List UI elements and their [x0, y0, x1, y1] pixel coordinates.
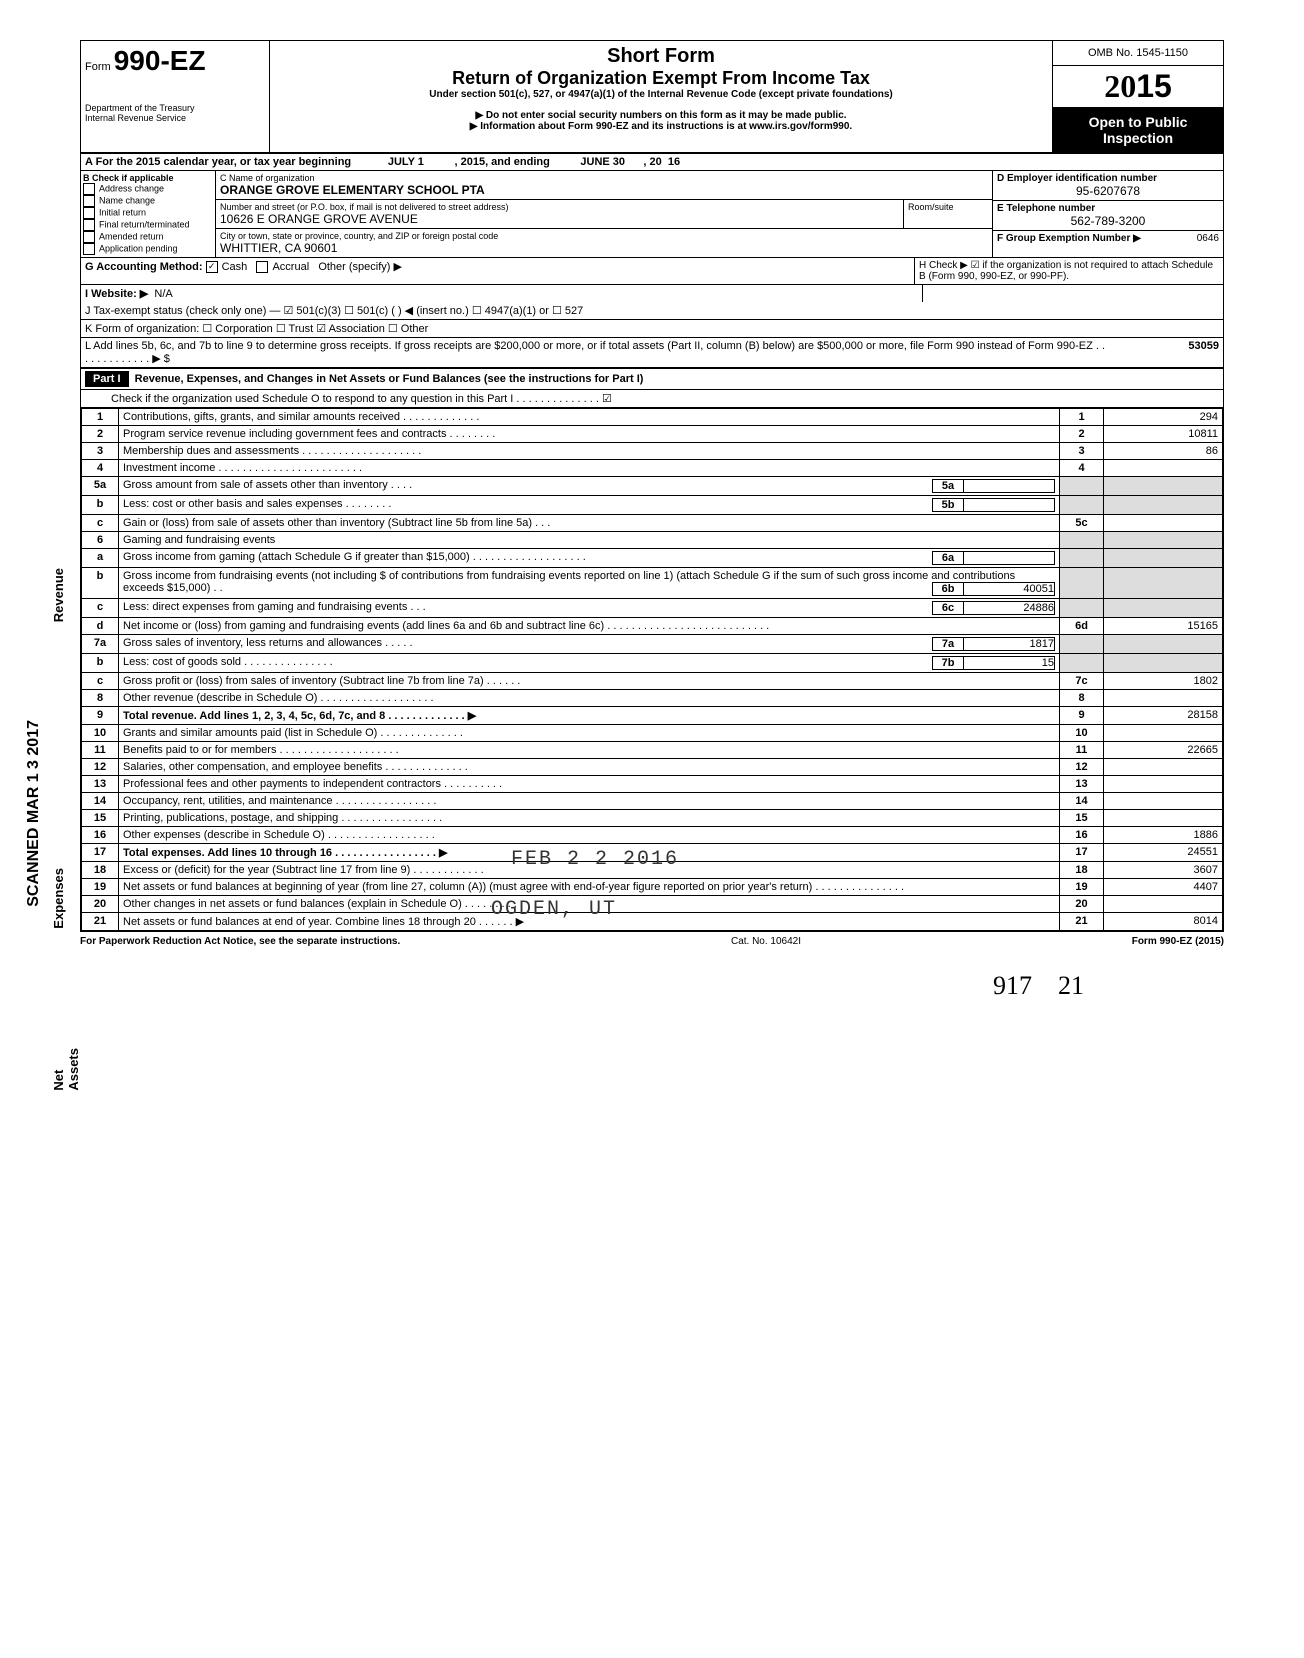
- dept-label: Department of the Treasury Internal Reve…: [85, 103, 265, 123]
- part1-check: Check if the organization used Schedule …: [81, 390, 1223, 408]
- footer: For Paperwork Reduction Act Notice, see …: [80, 932, 1224, 951]
- section-c: C Name of organization ORANGE GROVE ELEM…: [216, 171, 992, 257]
- scanned-stamp: SCANNED MAR 1 3 2017: [25, 720, 43, 907]
- org-name: ORANGE GROVE ELEMENTARY SCHOOL PTA: [220, 183, 988, 197]
- line-h: H Check ▶ ☑ if the organization is not r…: [914, 258, 1223, 284]
- stamp-place: OGDEN, UT: [491, 898, 617, 921]
- stamp-date: FEB 2 2 2016: [511, 848, 679, 871]
- form-subtitle: Under section 501(c), 527, or 4947(a)(1)…: [278, 89, 1044, 100]
- form-990ez: Form 990-EZ Department of the Treasury I…: [80, 40, 1224, 932]
- open-to-public: Open to Public Inspection: [1053, 108, 1223, 152]
- label-expenses: Expenses: [51, 868, 66, 929]
- line-g: G Accounting Method: ✓Cash Accrual Other…: [81, 258, 914, 284]
- label-netassets: Net Assets: [51, 1048, 81, 1091]
- form-title-short: Short Form: [278, 45, 1044, 68]
- handwriting: 917 21: [993, 971, 1084, 1001]
- part1-header: Part I Revenue, Expenses, and Changes in…: [81, 369, 1223, 390]
- room-suite: Room/suite: [903, 200, 992, 228]
- label-revenue: Revenue: [51, 568, 66, 622]
- tax-year: 2015: [1053, 66, 1223, 108]
- section-a-tax-year: A For the 2015 calendar year, or tax yea…: [81, 154, 1223, 171]
- ein: 95-6207678: [997, 184, 1219, 198]
- line-j: J Tax-exempt status (check only one) — ☑…: [81, 302, 1223, 320]
- note-ssn: ▶ Do not enter social security numbers o…: [278, 110, 1044, 121]
- phone: 562-789-3200: [997, 214, 1219, 228]
- section-d-e-f: D Employer identification number 95-6207…: [992, 171, 1223, 257]
- line-k: K Form of organization: ☐ Corporation ☐ …: [81, 320, 1223, 338]
- note-info: ▶ Information about Form 990-EZ and its …: [278, 121, 1044, 132]
- org-city: WHITTIER, CA 90601: [220, 241, 988, 255]
- omb-number: OMB No. 1545-1150: [1053, 41, 1223, 66]
- line-i: I Website: ▶ N/A: [81, 285, 922, 302]
- form-number-block: Form 990-EZ: [85, 45, 265, 77]
- line-l: L Add lines 5b, 6c, and 7b to line 9 to …: [81, 338, 1223, 369]
- group-exemption: 0646: [1197, 233, 1219, 244]
- org-street: 10626 E ORANGE GROVE AVENUE: [220, 212, 899, 226]
- form-title-long: Return of Organization Exempt From Incom…: [278, 68, 1044, 89]
- section-b: B Check if applicable Address change Nam…: [81, 171, 216, 257]
